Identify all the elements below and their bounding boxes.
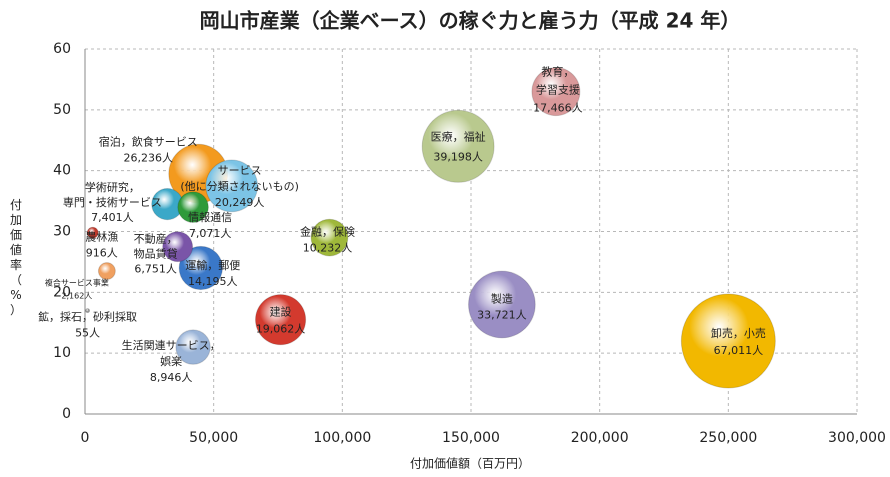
bubble — [255, 294, 307, 346]
y-tick-label: 10 — [53, 345, 71, 361]
bubble-label: 卸売，小売 — [711, 326, 766, 340]
bubble-size-label: 14,195人 — [188, 275, 238, 288]
bubble-label: 情報通信 — [188, 211, 232, 224]
x-tick-label: 300,000 — [828, 430, 886, 446]
bubble-label: 金融，保険 — [300, 225, 355, 239]
y-tick-label: 40 — [53, 163, 71, 179]
bubble-size-label: 7,401人 — [91, 211, 134, 224]
bubble — [421, 109, 495, 183]
bubble-size-label: 2,162人 — [61, 292, 92, 301]
bubble-label: 製造 — [491, 292, 513, 306]
bubble — [178, 245, 223, 291]
bubble — [205, 159, 259, 213]
bubble — [177, 191, 209, 223]
bubble — [162, 231, 194, 263]
bubble-size-label: 33,721人 — [477, 309, 527, 322]
bubble-size-label: 17,466人 — [533, 102, 583, 115]
y-tick-label: 0 — [62, 406, 71, 422]
bubble-size-label: 39,198人 — [433, 150, 483, 163]
x-tick-label: 150,000 — [442, 430, 500, 446]
bubble-label: 生活関連サービス， — [122, 338, 221, 352]
x-tick-label: 100,000 — [313, 430, 371, 446]
bubble — [531, 67, 581, 117]
x-tick-label: 0 — [81, 430, 90, 446]
bubble-label: 専門・技術サービス — [63, 196, 162, 209]
bubble-size-label: 916人 — [86, 247, 118, 260]
chart-title: 岡山市産業（企業ベース）の稼ぐ力と雇う力（平成 24 年） — [200, 9, 741, 33]
bubble — [97, 262, 116, 280]
bubble-size-label: 8,946人 — [150, 371, 193, 384]
x-tick-label: 200,000 — [571, 430, 629, 446]
bubble-size-label: 19,062人 — [256, 323, 306, 336]
bubble-label: 物品賃貸 — [134, 247, 178, 261]
bubble-label: 学習支援 — [536, 83, 580, 97]
y-tick-label: 20 — [53, 284, 71, 300]
bubble-label: 鉱，採石，砂利採取 — [38, 310, 137, 324]
bubble-label: 医療，福祉 — [431, 129, 486, 143]
bubble — [86, 226, 99, 239]
x-axis-label: 付加価値額（百万円） — [410, 456, 530, 471]
bubble-label: 娯楽 — [160, 354, 182, 368]
bubble-label: 複合サービス事業 — [45, 278, 109, 288]
bubble-label: 建設 — [270, 305, 292, 319]
bubble — [85, 308, 91, 314]
bubble-label: 運輸，郵便 — [185, 258, 240, 272]
x-tick-label: 250,000 — [699, 430, 757, 446]
bubble-label: 農林漁 — [85, 230, 118, 244]
bubble-size-label: 7,071人 — [189, 227, 232, 240]
bubble-size-label: 67,011人 — [714, 344, 764, 357]
bubble-label: 学術研究， — [85, 180, 140, 194]
bubble-size-label: 10,232人 — [303, 242, 353, 255]
bubble-label: 不動産， — [134, 232, 178, 246]
bubble-size-label: 20,249人 — [215, 196, 265, 209]
bubble — [680, 293, 776, 389]
bubble — [310, 218, 349, 257]
bubble-size-label: 26,236人 — [123, 152, 173, 165]
bubble-label: サービス — [218, 164, 262, 177]
y-tick-label: 60 — [53, 41, 71, 57]
bubble — [175, 329, 211, 365]
y-axis-label-text: 付加価値率（%） — [10, 198, 22, 317]
bubble-label: 宿泊，飲食サービス — [99, 135, 198, 149]
y-tick-label: 30 — [53, 224, 71, 240]
bubble-label: (他に分類されないもの) — [180, 180, 299, 193]
y-axis-label: 付加価値率（%） — [10, 198, 22, 317]
bubble-size-label: 6,751人 — [134, 263, 177, 276]
bubble-size-label: 55人 — [75, 327, 100, 340]
y-tick-label: 50 — [53, 102, 71, 118]
bubble-label: 教育， — [541, 65, 574, 79]
bubble — [468, 270, 536, 339]
x-tick-label: 50,000 — [189, 430, 238, 446]
